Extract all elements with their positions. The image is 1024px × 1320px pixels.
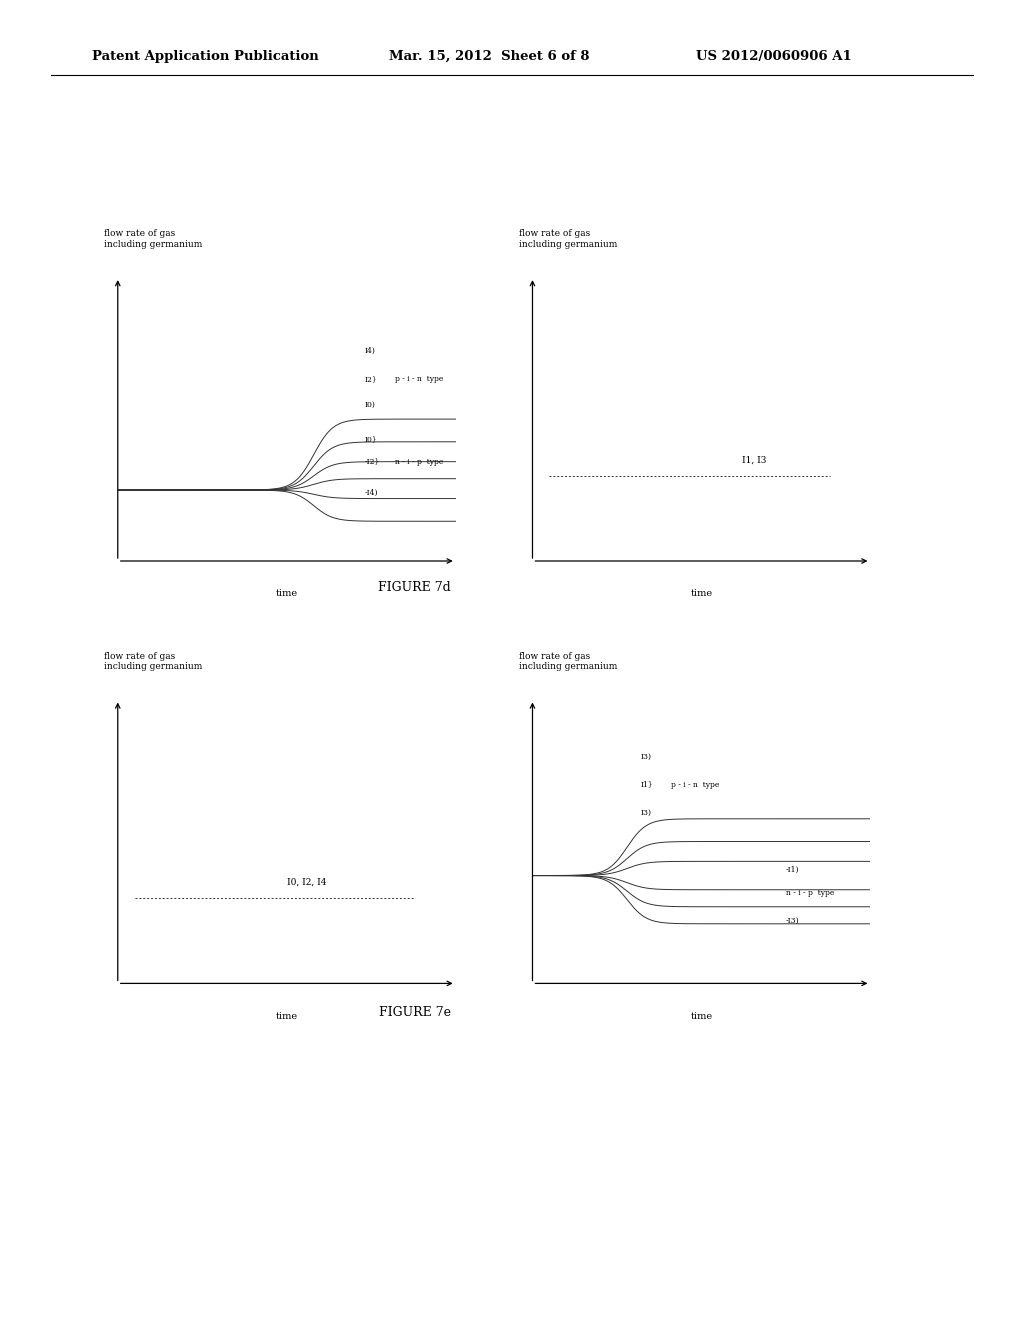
Text: time: time — [275, 1011, 298, 1020]
Text: Patent Application Publication: Patent Application Publication — [92, 50, 318, 63]
Text: n - i - p  type: n - i - p type — [395, 458, 443, 466]
Text: -I2}: -I2} — [365, 458, 380, 466]
Text: I0, I2, I4: I0, I2, I4 — [287, 878, 327, 887]
Text: I3): I3) — [641, 752, 651, 760]
Text: I1, I3: I1, I3 — [742, 455, 766, 465]
Text: flow rate of gas
including germanium: flow rate of gas including germanium — [519, 652, 617, 671]
Text: p - i - n  type: p - i - n type — [395, 375, 443, 383]
Text: -I4): -I4) — [365, 488, 378, 496]
Text: p - i - n  type: p - i - n type — [671, 780, 720, 789]
Text: I2}: I2} — [365, 375, 377, 383]
Text: flow rate of gas
including germanium: flow rate of gas including germanium — [104, 230, 203, 248]
Text: time: time — [690, 1011, 713, 1020]
Text: -I1): -I1) — [786, 866, 800, 874]
Text: US 2012/0060906 A1: US 2012/0060906 A1 — [696, 50, 852, 63]
Text: I1}: I1} — [641, 780, 653, 789]
Text: flow rate of gas
including germanium: flow rate of gas including germanium — [519, 230, 617, 248]
Text: I3): I3) — [641, 809, 651, 817]
Text: FIGURE 7d: FIGURE 7d — [378, 581, 452, 594]
Text: flow rate of gas
including germanium: flow rate of gas including germanium — [104, 652, 203, 671]
Text: -I3): -I3) — [786, 917, 800, 925]
Text: FIGURE 7e: FIGURE 7e — [379, 1006, 451, 1019]
Text: n - i - p  type: n - i - p type — [786, 888, 835, 896]
Text: time: time — [690, 590, 713, 598]
Text: Mar. 15, 2012  Sheet 6 of 8: Mar. 15, 2012 Sheet 6 of 8 — [389, 50, 590, 63]
Text: time: time — [275, 590, 298, 598]
Text: I4): I4) — [365, 347, 376, 355]
Text: I0): I0) — [365, 401, 376, 409]
Text: I0}: I0} — [365, 436, 377, 444]
